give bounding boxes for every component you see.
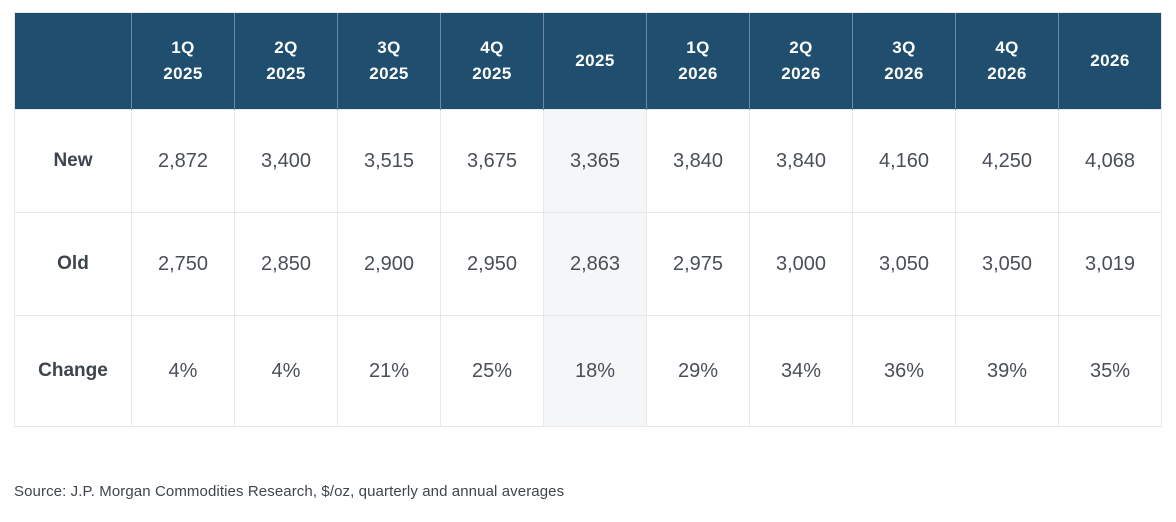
cell-old-2026: 3,019 bbox=[1058, 212, 1162, 316]
cell-change-3q2025: 21% bbox=[337, 315, 441, 427]
col-header-quarter: 3Q bbox=[377, 37, 401, 57]
col-header-year: 2025 bbox=[472, 64, 512, 83]
cell-change-4q2025: 25% bbox=[440, 315, 544, 427]
cell-new-2q2025: 3,400 bbox=[234, 109, 338, 213]
col-header-2q-2026: 2Q 2026 bbox=[749, 12, 853, 110]
col-header-year: 2026 bbox=[678, 64, 718, 83]
cell-new-2025: 3,365 bbox=[543, 109, 647, 213]
cell-new-3q2025: 3,515 bbox=[337, 109, 441, 213]
cell-change-4q2026: 39% bbox=[955, 315, 1059, 427]
table-row-new: New 2,872 3,400 3,515 3,675 3,365 3,840 … bbox=[14, 109, 1162, 213]
col-header-quarter: 4Q bbox=[995, 37, 1019, 57]
corner-cell bbox=[14, 12, 132, 110]
cell-change-2q2025: 4% bbox=[234, 315, 338, 427]
row-label: Change bbox=[14, 315, 132, 427]
col-header-year: 2026 bbox=[1090, 50, 1130, 70]
col-header-quarter: 1Q bbox=[686, 37, 710, 57]
cell-new-2q2026: 3,840 bbox=[749, 109, 853, 213]
cell-change-2025: 18% bbox=[543, 315, 647, 427]
col-header-year: 2025 bbox=[266, 64, 306, 83]
col-header-2q-2025: 2Q 2025 bbox=[234, 12, 338, 110]
col-header-1q-2025: 1Q 2025 bbox=[131, 12, 235, 110]
col-header-year: 2025 bbox=[163, 64, 203, 83]
cell-old-3q2026: 3,050 bbox=[852, 212, 956, 316]
cell-new-4q2026: 4,250 bbox=[955, 109, 1059, 213]
col-header-year: 2025 bbox=[369, 64, 409, 83]
cell-change-3q2026: 36% bbox=[852, 315, 956, 427]
cell-change-1q2025: 4% bbox=[131, 315, 235, 427]
gold-forecast-table: 1Q 2025 2Q 2025 3Q 2025 4Q 2025 2025 bbox=[14, 12, 1162, 427]
col-header-1q-2026: 1Q 2026 bbox=[646, 12, 750, 110]
col-header-year: 2026 bbox=[884, 64, 924, 83]
col-header-2026-annual: 2026 bbox=[1058, 12, 1162, 110]
col-header-year: 2025 bbox=[575, 50, 615, 70]
cell-new-3q2026: 4,160 bbox=[852, 109, 956, 213]
col-header-4q-2025: 4Q 2025 bbox=[440, 12, 544, 110]
col-header-year: 2026 bbox=[987, 64, 1027, 83]
header-row: 1Q 2025 2Q 2025 3Q 2025 4Q 2025 2025 bbox=[14, 12, 1162, 110]
col-header-quarter: 1Q bbox=[171, 37, 195, 57]
cell-change-1q2026: 29% bbox=[646, 315, 750, 427]
cell-change-2q2026: 34% bbox=[749, 315, 853, 427]
col-header-quarter: 4Q bbox=[480, 37, 504, 57]
cell-old-3q2025: 2,900 bbox=[337, 212, 441, 316]
cell-old-2q2025: 2,850 bbox=[234, 212, 338, 316]
table-row-old: Old 2,750 2,850 2,900 2,950 2,863 2,975 … bbox=[14, 212, 1162, 316]
col-header-quarter: 3Q bbox=[892, 37, 916, 57]
col-header-year: 2026 bbox=[781, 64, 821, 83]
col-header-3q-2026: 3Q 2026 bbox=[852, 12, 956, 110]
cell-change-2026: 35% bbox=[1058, 315, 1162, 427]
row-label: Old bbox=[14, 212, 132, 316]
col-header-quarter: 2Q bbox=[274, 37, 298, 57]
col-header-4q-2026: 4Q 2026 bbox=[955, 12, 1059, 110]
cell-new-1q2025: 2,872 bbox=[131, 109, 235, 213]
cell-old-2025: 2,863 bbox=[543, 212, 647, 316]
cell-old-4q2026: 3,050 bbox=[955, 212, 1059, 316]
table-row-change: Change 4% 4% 21% 25% 18% 29% 34% 36% 39%… bbox=[14, 315, 1162, 427]
col-header-3q-2025: 3Q 2025 bbox=[337, 12, 441, 110]
cell-new-4q2025: 3,675 bbox=[440, 109, 544, 213]
col-header-quarter: 2Q bbox=[789, 37, 813, 57]
cell-old-1q2025: 2,750 bbox=[131, 212, 235, 316]
cell-old-1q2026: 2,975 bbox=[646, 212, 750, 316]
col-header-2025-annual: 2025 bbox=[543, 12, 647, 110]
source-note: Source: J.P. Morgan Commodities Research… bbox=[14, 483, 565, 500]
cell-new-2026: 4,068 bbox=[1058, 109, 1162, 213]
row-label: New bbox=[14, 109, 132, 213]
cell-new-1q2026: 3,840 bbox=[646, 109, 750, 213]
cell-old-4q2025: 2,950 bbox=[440, 212, 544, 316]
cell-old-2q2026: 3,000 bbox=[749, 212, 853, 316]
